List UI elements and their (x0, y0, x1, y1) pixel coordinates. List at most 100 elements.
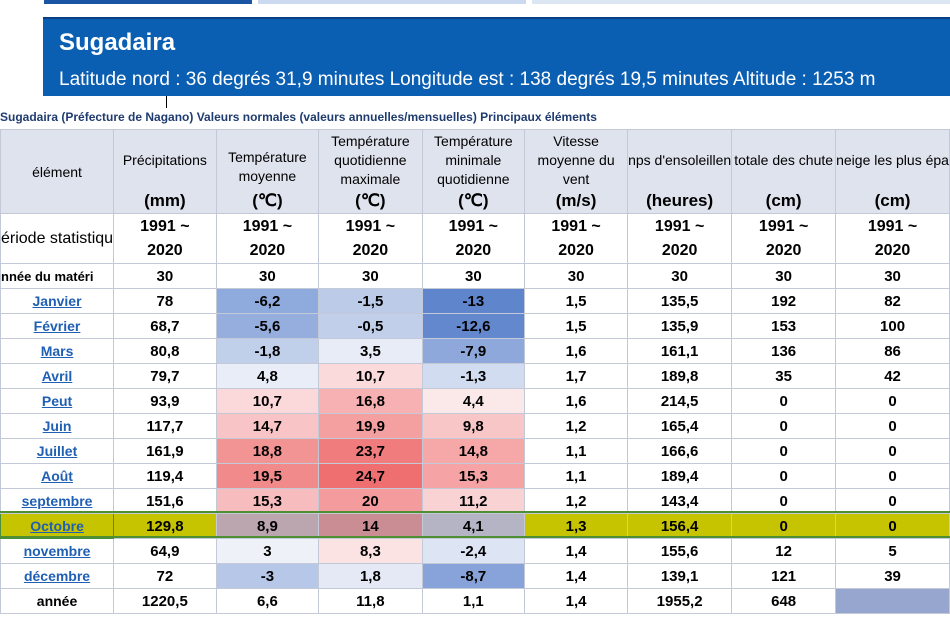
data-cell[interactable]: 1,3 (524, 513, 629, 539)
data-cell[interactable]: -1,8 (215, 338, 320, 364)
sheet-tab[interactable] (258, 0, 526, 4)
data-cell[interactable]: 86 (835, 338, 950, 364)
data-cell[interactable]: -2,4 (421, 538, 526, 564)
data-cell[interactable]: 14,8 (421, 438, 526, 464)
data-cell[interactable]: 11,2 (421, 488, 526, 514)
data-cell[interactable]: -3 (215, 563, 320, 589)
data-cell[interactable]: 1,4 (524, 563, 629, 589)
annual-cell[interactable]: 1,4 (524, 588, 629, 614)
period-cell[interactable]: 1991 ~ 2020 (215, 213, 320, 264)
data-cell[interactable]: 15,3 (421, 463, 526, 489)
years-cell[interactable]: 30 (113, 263, 217, 289)
data-cell[interactable]: -0,5 (318, 313, 423, 339)
years-cell[interactable]: 30 (731, 263, 837, 289)
column-header[interactable]: nps d'ensoleillen (heures) (627, 129, 733, 214)
data-cell[interactable]: 139,1 (627, 563, 733, 589)
annual-cell[interactable]: 1955,2 (627, 588, 733, 614)
data-cell[interactable]: 93,9 (113, 388, 217, 414)
years-cell[interactable]: 30 (421, 263, 526, 289)
data-cell[interactable]: 10,7 (215, 388, 320, 414)
annual-cell[interactable] (835, 588, 950, 614)
data-cell[interactable]: 42 (835, 363, 950, 389)
month-link[interactable]: Juin (0, 413, 115, 439)
data-cell[interactable]: 14 (318, 513, 423, 539)
data-cell[interactable]: -6,2 (215, 288, 320, 314)
data-cell[interactable]: 100 (835, 313, 950, 339)
month-link[interactable]: Janvier (0, 288, 115, 314)
data-cell[interactable]: 8,3 (318, 538, 423, 564)
month-link[interactable]: Mars (0, 338, 115, 364)
data-cell[interactable]: 151,6 (113, 488, 217, 514)
years-label[interactable]: nnée du matéri (0, 263, 115, 289)
period-cell[interactable]: 1991 ~ 2020 (421, 213, 526, 264)
annual-cell[interactable]: 11,8 (318, 588, 423, 614)
data-cell[interactable]: 161,1 (627, 338, 733, 364)
period-cell[interactable]: 1991 ~ 2020 (113, 213, 217, 264)
sheet-tab-active[interactable] (44, 0, 252, 4)
data-cell[interactable]: 1,7 (524, 363, 629, 389)
data-cell[interactable]: 19,9 (318, 413, 423, 439)
data-cell[interactable]: 23,7 (318, 438, 423, 464)
annual-cell[interactable]: 1,1 (421, 588, 526, 614)
data-cell[interactable]: -7,9 (421, 338, 526, 364)
period-cell[interactable]: 1991 ~ 2020 (318, 213, 423, 264)
column-header[interactable]: totale des chute (cm) (731, 129, 837, 214)
data-cell[interactable]: 0 (731, 488, 837, 514)
data-cell[interactable]: 1,1 (524, 463, 629, 489)
data-cell[interactable]: -13 (421, 288, 526, 314)
years-cell[interactable]: 30 (318, 263, 423, 289)
data-cell[interactable]: -5,6 (215, 313, 320, 339)
data-cell[interactable]: 0 (835, 513, 950, 539)
data-cell[interactable]: 166,6 (627, 438, 733, 464)
month-link[interactable]: Avril (0, 363, 115, 389)
data-cell[interactable]: 156,4 (627, 513, 733, 539)
data-cell[interactable]: 80,8 (113, 338, 217, 364)
data-cell[interactable]: 1,6 (524, 388, 629, 414)
data-cell[interactable]: 14,7 (215, 413, 320, 439)
data-cell[interactable]: 1,8 (318, 563, 423, 589)
annual-cell[interactable]: 648 (731, 588, 837, 614)
data-cell[interactable]: 153 (731, 313, 837, 339)
data-cell[interactable]: 0 (835, 388, 950, 414)
data-cell[interactable]: -12,6 (421, 313, 526, 339)
annual-label[interactable]: année (0, 588, 115, 614)
column-header[interactable]: neige les plus épa (cm) (835, 129, 950, 214)
data-cell[interactable]: 192 (731, 288, 837, 314)
data-cell[interactable]: 1,4 (524, 538, 629, 564)
data-cell[interactable]: 35 (731, 363, 837, 389)
period-cell[interactable]: 1991 ~ 2020 (524, 213, 629, 264)
data-cell[interactable]: 4,1 (421, 513, 526, 539)
sheet-tab[interactable] (532, 0, 950, 4)
data-cell[interactable]: 5 (835, 538, 950, 564)
data-cell[interactable]: 0 (835, 438, 950, 464)
years-cell[interactable]: 30 (835, 263, 950, 289)
years-cell[interactable]: 30 (627, 263, 733, 289)
data-cell[interactable]: 119,4 (113, 463, 217, 489)
data-cell[interactable]: 24,7 (318, 463, 423, 489)
column-header[interactable]: Température minimale quotidienne (℃) (421, 129, 526, 214)
data-cell[interactable]: 78 (113, 288, 217, 314)
month-link[interactable]: décembre (0, 563, 115, 589)
data-cell[interactable]: 135,5 (627, 288, 733, 314)
column-header[interactable]: Précipitations (mm) (113, 129, 217, 214)
data-cell[interactable]: 189,8 (627, 363, 733, 389)
period-cell[interactable]: 1991 ~ 2020 (627, 213, 733, 264)
data-cell[interactable]: 0 (731, 463, 837, 489)
data-cell[interactable]: 82 (835, 288, 950, 314)
data-cell[interactable]: 0 (835, 488, 950, 514)
data-cell[interactable]: 117,7 (113, 413, 217, 439)
data-cell[interactable]: 10,7 (318, 363, 423, 389)
data-cell[interactable]: 15,3 (215, 488, 320, 514)
data-cell[interactable]: 79,7 (113, 363, 217, 389)
data-cell[interactable]: 19,5 (215, 463, 320, 489)
data-cell[interactable]: 72 (113, 563, 217, 589)
data-cell[interactable]: 0 (835, 463, 950, 489)
data-cell[interactable]: 4,8 (215, 363, 320, 389)
data-cell[interactable]: 155,6 (627, 538, 733, 564)
data-cell[interactable]: 0 (731, 388, 837, 414)
column-header[interactable]: Vitesse moyenne du vent (m/s) (524, 129, 629, 214)
period-cell[interactable]: 1991 ~ 2020 (835, 213, 950, 264)
data-cell[interactable]: 0 (731, 513, 837, 539)
data-cell[interactable]: -1,3 (421, 363, 526, 389)
data-cell[interactable]: 68,7 (113, 313, 217, 339)
